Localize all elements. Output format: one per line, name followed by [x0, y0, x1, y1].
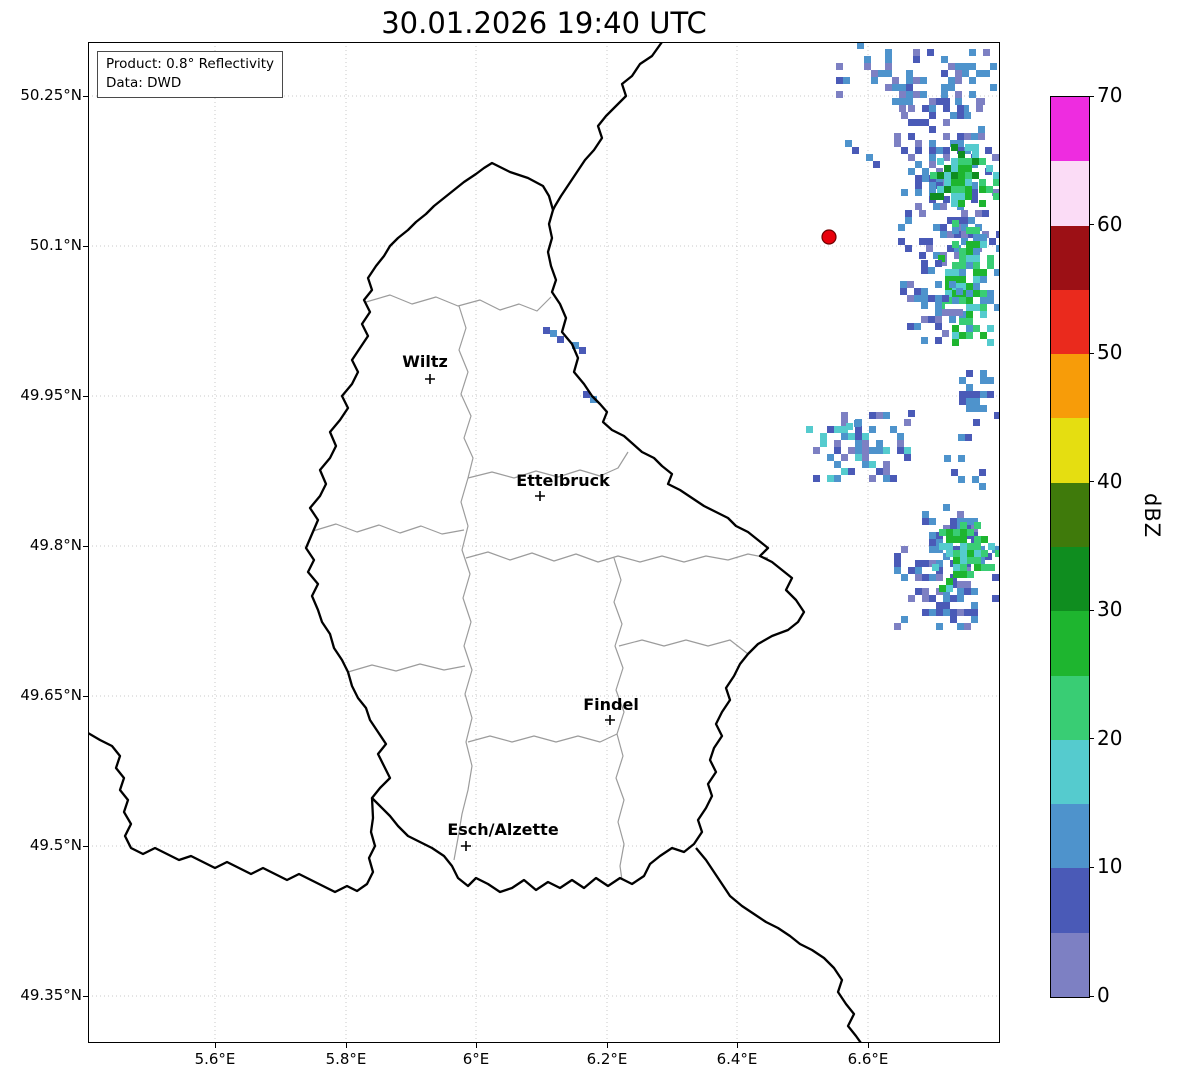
- colorbar-segment: [1051, 868, 1089, 933]
- colorbar-segment: [1051, 739, 1089, 805]
- city-label: Findel: [583, 695, 639, 714]
- colorbar-segment: [1051, 611, 1089, 676]
- colorbar-tick-label: 10: [1097, 854, 1123, 879]
- data-source-line: Data: DWD: [106, 74, 182, 91]
- colorbar-tick-label: 20: [1097, 725, 1123, 750]
- y-tick-mark: [83, 695, 88, 697]
- y-tick-mark: [83, 995, 88, 997]
- x-tick-mark: [606, 1043, 608, 1048]
- colorbar-unit-label: dBZ: [1140, 493, 1164, 539]
- x-tick-mark: [475, 1043, 477, 1048]
- colorbar-segment: [1051, 161, 1089, 226]
- city-marker: [461, 841, 471, 851]
- product-info-box: Product: 0.8° Reflectivity Data: DWD: [97, 51, 283, 98]
- y-tick-label: 49.35°N: [20, 986, 82, 1004]
- city-marker: [605, 715, 615, 725]
- colorbar: [1050, 96, 1090, 998]
- colorbar-tick-mark: [1089, 609, 1094, 611]
- country-borders: [89, 43, 862, 1042]
- product-line: Product: 0.8° Reflectivity: [106, 56, 274, 72]
- x-tick-mark: [867, 1043, 869, 1048]
- colorbar-tick-mark: [1089, 738, 1094, 740]
- colorbar-segment: [1051, 675, 1089, 740]
- y-tick-label: 49.65°N: [20, 686, 82, 704]
- y-tick-mark: [83, 545, 88, 547]
- colorbar-segment: [1051, 932, 1089, 997]
- colorbar-segment: [1051, 225, 1089, 290]
- gridlines: [89, 43, 999, 1042]
- x-tick-mark: [345, 1043, 347, 1048]
- colorbar-tick-mark: [1089, 95, 1094, 97]
- y-tick-label: 49.5°N: [29, 836, 82, 854]
- x-tick-mark: [736, 1043, 738, 1048]
- y-tick-label: 49.8°N: [29, 536, 82, 554]
- x-tick-label: 6.6°E: [847, 1050, 889, 1068]
- colorbar-tick-label: 40: [1097, 468, 1123, 493]
- colorbar-tick-mark: [1089, 352, 1094, 354]
- x-tick-label: 6.2°E: [586, 1050, 628, 1068]
- x-tick-label: 5.6°E: [194, 1050, 236, 1068]
- y-tick-label: 49.95°N: [20, 386, 82, 404]
- y-tick-label: 50.1°N: [29, 236, 82, 254]
- city-label: Ettelbruck: [516, 471, 610, 490]
- map-plot-area: Wiltz Ettelbruck Findel Esch/Alzette Produc…: [88, 42, 1000, 1043]
- x-tick-label: 6.4°E: [716, 1050, 758, 1068]
- y-tick-mark: [83, 245, 88, 247]
- radar-echoes: [543, 43, 999, 630]
- city-marker: [535, 491, 545, 501]
- x-tick-label: 5.8°E: [325, 1050, 367, 1068]
- map-canvas: Wiltz Ettelbruck Findel Esch/Alzette: [89, 43, 999, 1042]
- colorbar-tick-mark: [1089, 995, 1094, 997]
- city-label: Esch/Alzette: [447, 820, 559, 839]
- y-tick-mark: [83, 95, 88, 97]
- colorbar-segment: [1051, 804, 1089, 869]
- colorbar-tick-label: 70: [1097, 83, 1123, 107]
- x-tick-label: 6°E: [462, 1050, 490, 1068]
- colorbar-segment: [1051, 97, 1089, 162]
- colorbar-tick-label: 60: [1097, 211, 1123, 236]
- radar-site-marker: [821, 229, 837, 245]
- colorbar-tick-mark: [1089, 481, 1094, 483]
- colorbar-tick-mark: [1089, 866, 1094, 868]
- colorbar-segment: [1051, 482, 1089, 547]
- city-label: Wiltz: [402, 352, 448, 371]
- colorbar-tick-label: 0: [1097, 983, 1110, 1007]
- y-tick-mark: [83, 845, 88, 847]
- x-tick-mark: [214, 1043, 216, 1048]
- y-tick-mark: [83, 395, 88, 397]
- map-title: 30.01.2026 19:40 UTC: [381, 6, 707, 40]
- colorbar-tick-label: 30: [1097, 597, 1123, 622]
- colorbar-segment: [1051, 354, 1089, 419]
- colorbar-tick-label: 50: [1097, 340, 1123, 365]
- y-tick-label: 50.25°N: [20, 86, 82, 104]
- colorbar-segment: [1051, 418, 1089, 483]
- colorbar-tick-mark: [1089, 224, 1094, 226]
- colorbar-segment: [1051, 289, 1089, 355]
- cities: Wiltz Ettelbruck Findel Esch/Alzette: [402, 352, 639, 851]
- colorbar-segment: [1051, 547, 1089, 612]
- city-marker: [425, 374, 435, 384]
- district-borders: [312, 294, 769, 881]
